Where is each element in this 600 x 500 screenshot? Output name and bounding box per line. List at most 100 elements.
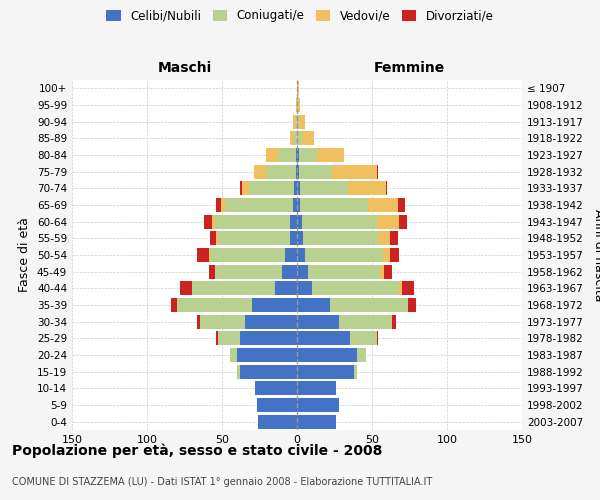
- Bar: [216, 198, 221, 212]
- Bar: [402, 281, 414, 295]
- Bar: [297, 381, 336, 396]
- Bar: [299, 114, 305, 128]
- Bar: [297, 264, 308, 279]
- Bar: [299, 164, 331, 179]
- Bar: [297, 364, 354, 379]
- Bar: [240, 181, 241, 196]
- Bar: [225, 198, 293, 212]
- Bar: [290, 214, 297, 229]
- Bar: [297, 164, 299, 179]
- Bar: [383, 248, 390, 262]
- Bar: [408, 298, 415, 312]
- Bar: [210, 248, 285, 262]
- Bar: [348, 181, 386, 196]
- Bar: [296, 98, 297, 112]
- Bar: [237, 348, 297, 362]
- Bar: [265, 148, 277, 162]
- Bar: [331, 164, 377, 179]
- Bar: [367, 198, 398, 212]
- Bar: [390, 248, 399, 262]
- Bar: [297, 181, 300, 196]
- Bar: [330, 298, 408, 312]
- Bar: [285, 248, 297, 262]
- Bar: [215, 264, 282, 279]
- Bar: [229, 348, 237, 362]
- Legend: Celibi/Nubili, Coniugati/e, Vedovi/e, Divorziati/e: Celibi/Nubili, Coniugati/e, Vedovi/e, Di…: [103, 6, 497, 26]
- Bar: [215, 214, 290, 229]
- Bar: [297, 331, 349, 345]
- Bar: [339, 314, 392, 329]
- Bar: [297, 81, 299, 96]
- Bar: [296, 164, 297, 179]
- Bar: [357, 348, 366, 362]
- Bar: [297, 281, 312, 295]
- Bar: [384, 264, 392, 279]
- Bar: [192, 281, 275, 295]
- Bar: [308, 264, 380, 279]
- Bar: [210, 231, 216, 246]
- Text: Popolazione per età, sesso e stato civile - 2008: Popolazione per età, sesso e stato civil…: [12, 444, 382, 458]
- Bar: [297, 148, 299, 162]
- Bar: [392, 314, 396, 329]
- Bar: [296, 114, 297, 128]
- Bar: [386, 181, 387, 196]
- Bar: [297, 348, 357, 362]
- Bar: [380, 264, 384, 279]
- Bar: [197, 314, 199, 329]
- Bar: [377, 164, 378, 179]
- Bar: [249, 181, 294, 196]
- Bar: [399, 281, 402, 295]
- Bar: [294, 181, 297, 196]
- Bar: [378, 231, 390, 246]
- Bar: [297, 114, 299, 128]
- Y-axis label: Fasce di età: Fasce di età: [19, 218, 31, 292]
- Bar: [171, 298, 177, 312]
- Text: Femmine: Femmine: [374, 61, 445, 75]
- Bar: [293, 198, 297, 212]
- Bar: [303, 231, 378, 246]
- Bar: [240, 331, 297, 345]
- Bar: [398, 198, 405, 212]
- Bar: [349, 331, 377, 345]
- Bar: [209, 248, 210, 262]
- Bar: [297, 231, 303, 246]
- Bar: [218, 231, 290, 246]
- Bar: [297, 98, 300, 112]
- Bar: [399, 214, 407, 229]
- Bar: [300, 198, 367, 212]
- Bar: [302, 214, 377, 229]
- Bar: [297, 248, 305, 262]
- Bar: [290, 231, 297, 246]
- Bar: [296, 148, 297, 162]
- Bar: [216, 331, 218, 345]
- Text: Maschi: Maschi: [157, 61, 212, 75]
- Y-axis label: Anni di nascita: Anni di nascita: [592, 208, 600, 301]
- Bar: [180, 281, 192, 295]
- Bar: [377, 214, 399, 229]
- Bar: [257, 398, 297, 412]
- Bar: [377, 331, 378, 345]
- Bar: [297, 214, 302, 229]
- Bar: [390, 231, 398, 246]
- Bar: [245, 314, 297, 329]
- Bar: [305, 248, 383, 262]
- Text: COMUNE DI STAZZEMA (LU) - Dati ISTAT 1° gennaio 2008 - Elaborazione TUTTITALIA.I: COMUNE DI STAZZEMA (LU) - Dati ISTAT 1° …: [12, 477, 432, 487]
- Bar: [212, 214, 215, 229]
- Bar: [277, 148, 296, 162]
- Bar: [221, 198, 225, 212]
- Bar: [254, 164, 265, 179]
- Bar: [209, 264, 215, 279]
- Bar: [237, 364, 240, 379]
- Bar: [199, 314, 245, 329]
- Bar: [218, 331, 240, 345]
- Bar: [241, 181, 249, 196]
- Bar: [300, 181, 348, 196]
- Bar: [282, 264, 297, 279]
- Bar: [302, 131, 314, 146]
- Bar: [258, 414, 297, 428]
- Bar: [255, 381, 297, 396]
- Bar: [293, 114, 296, 128]
- Bar: [297, 198, 300, 212]
- Bar: [297, 314, 339, 329]
- Bar: [294, 131, 297, 146]
